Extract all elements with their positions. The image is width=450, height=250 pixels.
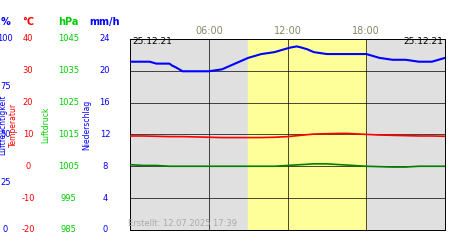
Text: 10: 10	[22, 130, 33, 139]
Text: 30: 30	[22, 66, 33, 75]
Text: Temperatur: Temperatur	[9, 103, 18, 147]
Text: 4: 4	[102, 194, 108, 202]
Text: 12: 12	[99, 130, 110, 139]
Text: 1045: 1045	[58, 34, 79, 43]
Text: 18:00: 18:00	[352, 26, 380, 36]
Text: 100: 100	[0, 34, 14, 43]
Text: mm/h: mm/h	[90, 17, 120, 27]
Text: -20: -20	[21, 226, 35, 234]
Text: 0: 0	[102, 226, 108, 234]
Text: 25.12.21: 25.12.21	[132, 38, 172, 46]
Text: Erstellt: 12.07.2025 17:39: Erstellt: 12.07.2025 17:39	[128, 218, 237, 228]
Text: 25.12.21: 25.12.21	[403, 38, 443, 46]
Text: 985: 985	[60, 226, 76, 234]
Text: %: %	[0, 17, 10, 27]
Text: hPa: hPa	[58, 17, 79, 27]
Text: 12:00: 12:00	[274, 26, 302, 36]
Text: 06:00: 06:00	[195, 26, 223, 36]
Text: 8: 8	[102, 162, 108, 171]
Text: 16: 16	[99, 98, 110, 107]
Text: Luftfeuchtigkeit: Luftfeuchtigkeit	[0, 95, 8, 155]
Text: Niederschlag: Niederschlag	[82, 100, 91, 150]
Text: 25: 25	[0, 178, 11, 187]
Text: 20: 20	[22, 98, 33, 107]
Text: -10: -10	[21, 194, 35, 202]
Bar	[248, 39, 366, 230]
Text: 0: 0	[25, 162, 31, 171]
Text: 995: 995	[60, 194, 76, 202]
Text: 1015: 1015	[58, 130, 79, 139]
Text: 75: 75	[0, 82, 11, 91]
Text: 0: 0	[3, 226, 8, 234]
Text: Luftdruck: Luftdruck	[41, 107, 50, 143]
Text: 24: 24	[99, 34, 110, 43]
Text: 1035: 1035	[58, 66, 79, 75]
Text: 1005: 1005	[58, 162, 79, 171]
Text: °C: °C	[22, 17, 34, 27]
Text: 40: 40	[22, 34, 33, 43]
Text: 20: 20	[99, 66, 110, 75]
Text: 1025: 1025	[58, 98, 79, 107]
Text: 50: 50	[0, 130, 11, 139]
